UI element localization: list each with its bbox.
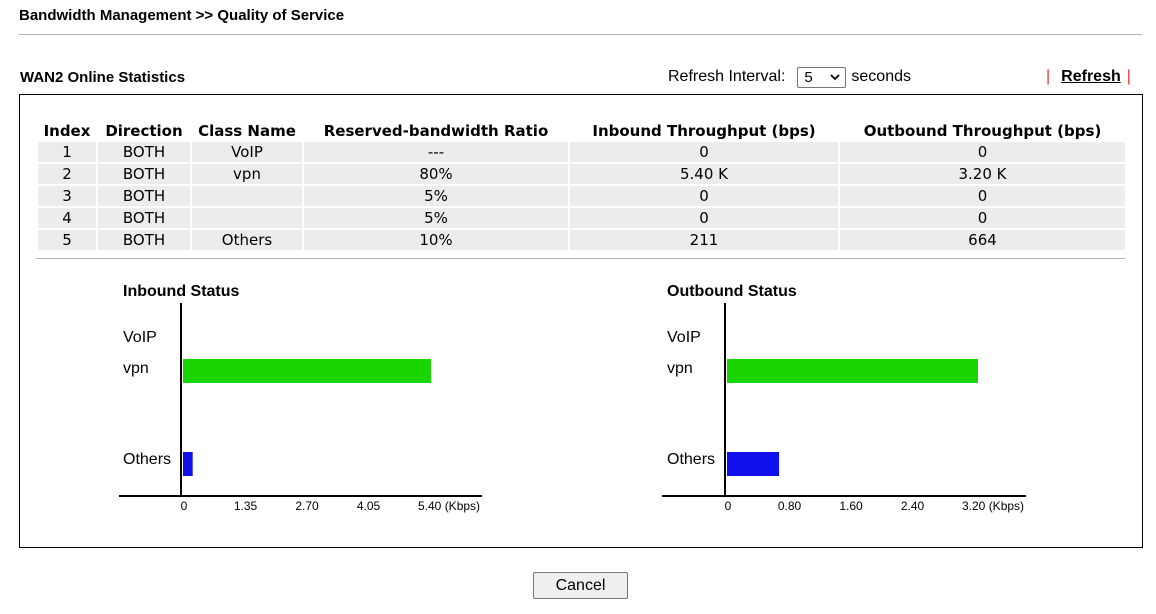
cell-reserved-ratio: 5% [304,208,568,230]
tick-label: 1.60 [839,499,863,513]
outbound-status-plot: VoIP vpn Others 0 0.80 1.60 2.40 3.20 (Kbps) [662,303,1026,513]
refresh-interval-select[interactable]: 5 [797,66,847,88]
refresh-interval-control: Refresh Interval: 5 seconds [668,66,911,88]
cell-outbound-throughput: 3.20 K [840,164,1125,186]
column-header-class-name: Class Name [198,122,296,140]
cell-outbound-throughput: 0 [840,208,1125,230]
cell-inbound-throughput: 0 [570,186,838,208]
refresh-interval-unit: seconds [851,68,911,85]
category-label: vpn [123,360,149,377]
cell-index: 3 [38,186,96,208]
cell-direction: BOTH [98,186,190,208]
category-label: Others [123,451,171,468]
chevron-down-icon [830,74,841,81]
outbound-status-chart: Outbound Status VoIP vpn Others 0 0.80 1.60 2.… [662,281,1063,521]
tick-label: 2.40 [901,499,925,513]
cell-inbound-throughput: 5.40 K [570,164,838,186]
table-row: 2 BOTH vpn 80% 5.40 K 3.20 K [38,164,1125,186]
cell-direction: BOTH [98,230,190,252]
inbound-status-chart: Inbound Status VoIP vpn Others 0 1.35 2.70 4.0… [119,281,510,521]
cell-class-name [192,186,302,208]
column-header-direction: Direction [105,122,183,140]
bar-vpn [727,359,978,383]
bar-vpn [183,359,431,383]
cell-index: 2 [38,164,96,186]
cell-direction: BOTH [98,208,190,230]
cell-index: 5 [38,230,96,252]
table-header-row: Index Direction Class Name Reserved-band… [38,120,1125,142]
header-divider [19,34,1142,35]
qos-statistics-table: Index Direction Class Name Reserved-band… [36,120,1127,252]
column-header-reserved-ratio: Reserved-bandwidth Ratio [323,122,549,140]
refresh-interval-value: 5 [804,68,813,86]
chart-title: Outbound Status [667,283,797,300]
cell-class-name: Others [192,230,302,252]
refresh-separator-left: | [1046,68,1051,85]
tick-label: 2.70 [295,499,319,513]
cell-class-name [192,208,302,230]
refresh-interval-label: Refresh Interval: [668,68,786,85]
bar-others [183,452,193,476]
table-divider [36,258,1125,259]
cell-index: 4 [38,208,96,230]
tick-label: 1.35 [234,499,258,513]
cell-reserved-ratio: 5% [304,186,568,208]
cell-class-name: vpn [192,164,302,186]
bar-others [727,452,780,476]
cell-direction: BOTH [98,164,190,186]
column-header-index: Index [43,122,91,140]
tick-label: 0 [181,499,188,513]
cell-inbound-throughput: 0 [570,142,838,164]
cell-class-name: VoIP [192,142,302,164]
column-header-outbound-throughput: Outbound Throughput (bps) [863,122,1102,140]
column-header-inbound-throughput: Inbound Throughput (bps) [592,122,816,140]
cell-inbound-throughput: 211 [570,230,838,252]
cell-outbound-throughput: 664 [840,230,1125,252]
breadcrumb: Bandwidth Management >> Quality of Servi… [19,7,345,24]
table-row: 3 BOTH 5% 0 0 [38,186,1125,208]
cell-reserved-ratio: --- [304,142,568,164]
category-label: VoIP [667,329,701,346]
cell-outbound-throughput: 0 [840,186,1125,208]
cancel-button[interactable]: Cancel [533,572,628,599]
tick-label: 5.40 (Kbps) [418,499,480,513]
cell-index: 1 [38,142,96,164]
chart-title: Inbound Status [123,283,240,300]
section-title: WAN2 Online Statistics [20,69,186,86]
table-row: 1 BOTH VoIP --- 0 0 [38,142,1125,164]
refresh-link-group: | Refresh | [1046,68,1131,86]
category-label: VoIP [123,329,157,346]
statistics-panel: Index Direction Class Name Reserved-band… [19,94,1143,548]
refresh-separator-right: | [1126,68,1131,85]
tick-label: 0 [725,499,732,513]
cell-direction: BOTH [98,142,190,164]
tick-label: 0.80 [778,499,802,513]
category-label: vpn [667,360,693,377]
tick-label: 4.05 [357,499,381,513]
cell-outbound-throughput: 0 [840,142,1125,164]
cell-reserved-ratio: 10% [304,230,568,252]
table-row: 4 BOTH 5% 0 0 [38,208,1125,230]
refresh-link[interactable]: Refresh [1061,68,1121,85]
cell-reserved-ratio: 80% [304,164,568,186]
category-label: Others [667,451,715,468]
table-row: 5 BOTH Others 10% 211 664 [38,230,1125,252]
tick-label: 3.20 (Kbps) [962,499,1024,513]
inbound-status-plot: VoIP vpn Others 0 1.35 2.70 4.05 5.40 (Kbps) [119,303,482,513]
cell-inbound-throughput: 0 [570,208,838,230]
